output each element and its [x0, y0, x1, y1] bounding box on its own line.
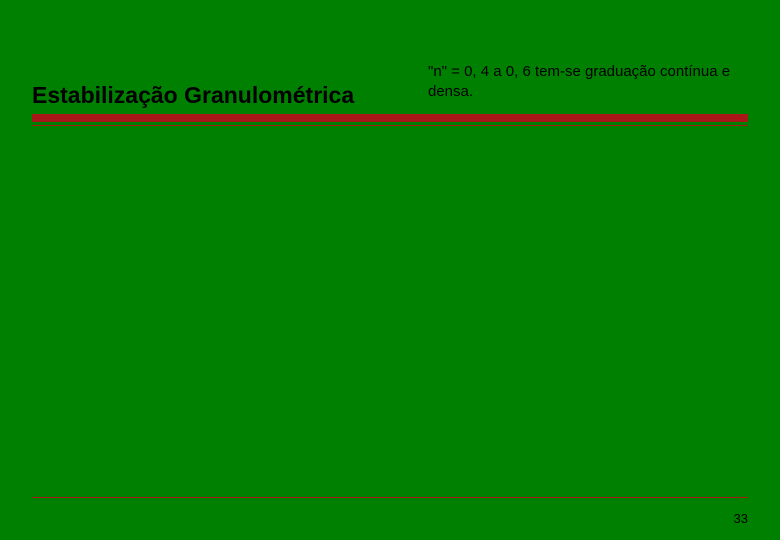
slide-note: "n" = 0, 4 a 0, 6 tem-se graduação contí… [428, 62, 758, 103]
note-line-1: "n" = 0, 4 a 0, 6 tem-se graduação contí… [428, 63, 730, 80]
slide-title: Estabilização Granulométrica [32, 82, 354, 109]
page-number: 33 [734, 511, 748, 526]
divider-bottom [32, 497, 748, 498]
note-line-2: densa. [428, 83, 473, 100]
divider-top [32, 114, 748, 122]
